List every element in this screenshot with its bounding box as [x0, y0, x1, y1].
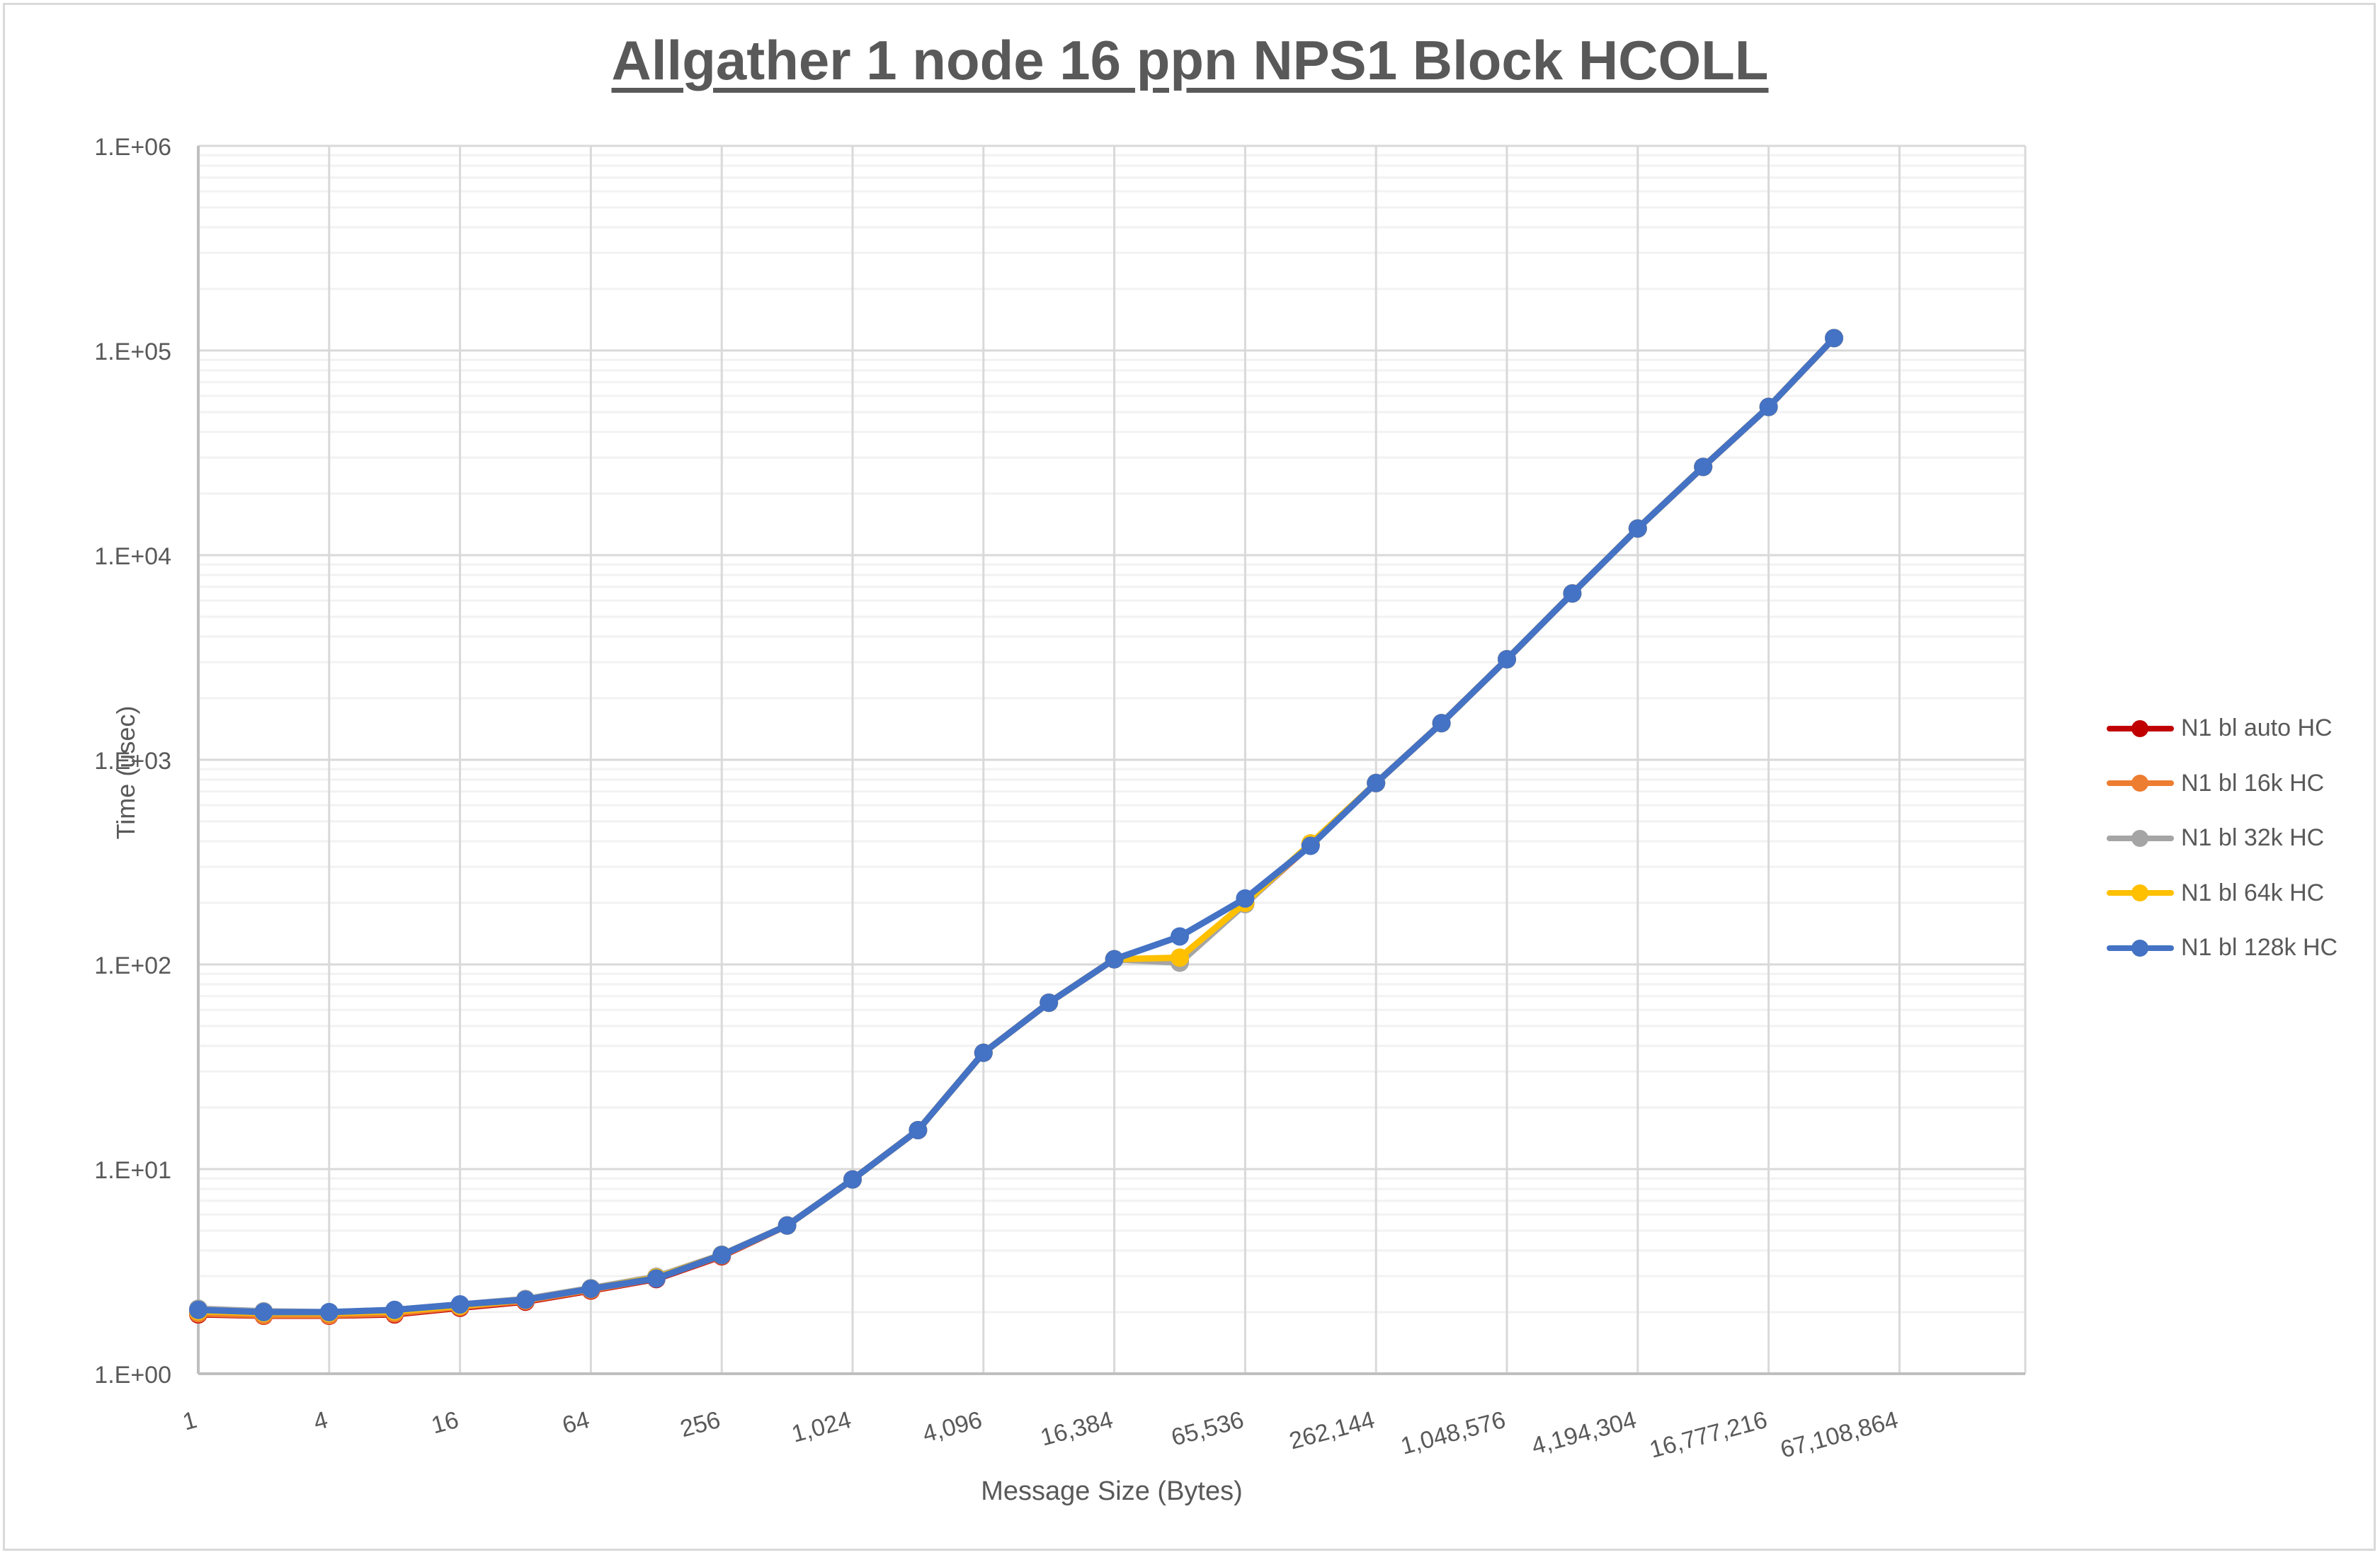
legend-marker-icon [2107, 884, 2174, 902]
x-tick-label: 4,194,304 [1529, 1406, 1639, 1460]
chart-frame [3, 3, 2376, 1551]
data-point [778, 1216, 797, 1235]
legend-label: N1 bl 64k HC [2181, 879, 2325, 906]
x-tick-label: 16,384 [1037, 1406, 1115, 1452]
y-tick-label: 1.E+04 [94, 543, 171, 570]
data-point [647, 1269, 666, 1288]
series-n1-bl-auto-hc [189, 329, 1843, 1326]
data-point [1040, 993, 1059, 1013]
legend-item: N1 bl 128k HC [2107, 921, 2338, 976]
x-tick-label: 256 [678, 1406, 724, 1442]
data-point [581, 1280, 600, 1299]
series-n1-bl-64k-hc [189, 329, 1843, 1323]
legend-marker-icon [2107, 719, 2174, 737]
x-tick-label: 1,048,576 [1398, 1406, 1508, 1460]
legend-label: N1 bl auto HC [2181, 714, 2333, 742]
x-tick-label: 262,144 [1287, 1406, 1378, 1455]
data-point [1694, 457, 1713, 477]
data-point [1825, 329, 1843, 348]
x-tick-label: 16 [428, 1406, 461, 1439]
data-point [1171, 948, 1189, 967]
legend-item: N1 bl 32k HC [2107, 811, 2338, 866]
data-point [909, 1120, 928, 1139]
legend-marker-icon [2107, 775, 2174, 792]
legend-item: N1 bl 16k HC [2107, 756, 2338, 811]
x-tick-label: 65,536 [1168, 1406, 1246, 1452]
data-point [1301, 836, 1320, 855]
data-point [1171, 927, 1189, 946]
data-point [1236, 889, 1255, 908]
data-point [450, 1295, 469, 1314]
x-tick-label: 1 [180, 1406, 200, 1436]
x-tick-label: 16,777,216 [1646, 1406, 1770, 1464]
legend-marker-icon [2107, 829, 2174, 847]
data-point [516, 1290, 535, 1309]
series-n1-bl-128k-hc [189, 329, 1843, 1322]
data-point [254, 1303, 273, 1322]
legend-label: N1 bl 16k HC [2181, 769, 2325, 797]
data-point [1367, 773, 1386, 792]
data-point [385, 1300, 404, 1319]
chart-title: Allgather 1 node 16 ppn NPS1 Block HCOLL [611, 29, 1769, 91]
data-point [1628, 519, 1647, 538]
x-tick-label: 4,096 [920, 1406, 985, 1448]
data-point [189, 1300, 207, 1319]
data-point [1432, 714, 1451, 733]
data-point [974, 1043, 993, 1062]
series-n1-bl-16k-hc [189, 329, 1843, 1325]
y-tick-label: 1.E+03 [94, 748, 171, 775]
legend-item: N1 bl auto HC [2107, 701, 2338, 756]
data-point [1498, 649, 1516, 668]
data-point [1563, 584, 1582, 603]
data-point [1759, 397, 1778, 416]
y-tick-label: 1.E+06 [94, 134, 171, 161]
data-point [319, 1303, 338, 1322]
x-axis-label: Message Size (Bytes) [981, 1476, 1243, 1506]
legend: N1 bl auto HC N1 bl 16k HC N1 bl 32k HC N1 … [2107, 701, 2338, 976]
legend-item: N1 bl 64k HC [2107, 866, 2338, 921]
x-tick-label: 67,108,864 [1777, 1406, 1901, 1464]
y-tick-label: 1.E+05 [94, 338, 171, 365]
legend-label: N1 bl 128k HC [2181, 934, 2338, 962]
y-tick-label: 1.E+01 [94, 1157, 171, 1184]
y-axis-label: Time (usec) [111, 705, 140, 840]
data-point [843, 1170, 862, 1189]
y-tick-label: 1.E+02 [94, 952, 171, 979]
x-tick-label: 4 [311, 1406, 331, 1436]
legend-marker-icon [2107, 939, 2174, 957]
y-tick-label: 1.E+00 [94, 1362, 171, 1389]
legend-label: N1 bl 32k HC [2181, 824, 2325, 852]
series-n1-bl-32k-hc [189, 329, 1843, 1322]
x-tick-label: 64 [559, 1406, 592, 1439]
data-point [712, 1246, 731, 1265]
data-point [1105, 950, 1124, 969]
x-tick-label: 1,024 [789, 1406, 854, 1448]
